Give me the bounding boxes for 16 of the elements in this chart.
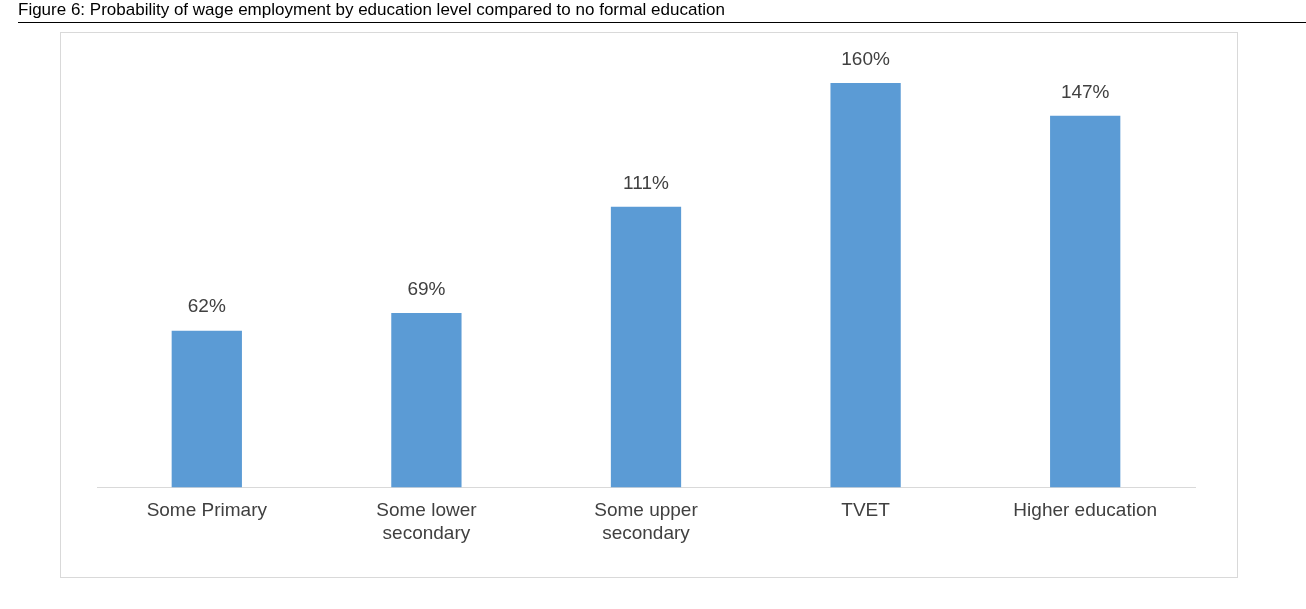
data-label: 69%	[407, 277, 446, 299]
x-tick-label: TVET	[841, 499, 891, 521]
bar	[1050, 115, 1121, 488]
bar	[830, 83, 901, 488]
chart-title: Figure 6: Probability of wage employment by education level compared to no formal education	[18, 0, 1306, 23]
x-tick-label: Some Primary	[146, 499, 268, 521]
data-label: 147%	[1060, 80, 1110, 102]
data-label: 160%	[841, 47, 890, 69]
x-tick-label: Higher education	[1013, 499, 1158, 521]
data-label: 111%	[623, 171, 669, 193]
x-tick-label: Some upper secondary	[594, 499, 699, 543]
bar	[610, 206, 682, 488]
bar	[171, 330, 242, 488]
x-tick-label: Some lower secondary	[376, 499, 478, 543]
bar	[391, 313, 462, 488]
data-label: 62%	[187, 295, 226, 317]
